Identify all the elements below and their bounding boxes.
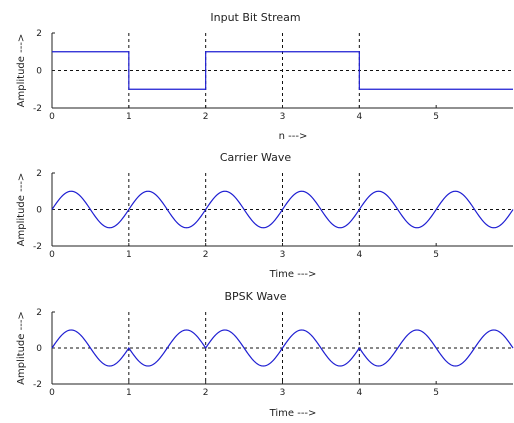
x-tick-label: 0 [49, 112, 55, 122]
chart-title: BPSK Wave [224, 290, 286, 303]
x-tick-label: 4 [356, 112, 362, 122]
x-tick-label: 1 [126, 388, 132, 398]
y-tick-label: -2 [33, 242, 42, 252]
x-tick-label: 5 [433, 388, 439, 398]
x-tick-label: 1 [126, 112, 132, 122]
series-line [51, 329, 514, 367]
y-tick-label: 2 [36, 169, 42, 179]
y-tick-label: -2 [33, 380, 42, 390]
chart-title: Carrier Wave [220, 151, 292, 164]
x-tick-label: 2 [203, 388, 209, 398]
y-tick-label: 0 [36, 206, 42, 216]
x-tick-label: 5 [433, 250, 439, 260]
x-tick-label: 4 [356, 388, 362, 398]
x-tick-label: 2 [203, 112, 209, 122]
series-line [52, 51, 513, 90]
x-axis-label: Time ---> [269, 269, 317, 280]
y-axis-label: Amplitude ---> [16, 173, 27, 247]
x-tick-label: 4 [356, 250, 362, 260]
x-tick-label: 0 [49, 250, 55, 260]
x-tick-label: 1 [126, 250, 132, 260]
chart-panel-1: Input Bit Stream 0 1 2 3 4 5 2 0 -2 n ---> Amplitud… [16, 11, 513, 142]
x-tick-label: 0 [49, 388, 55, 398]
x-axis-label: Time ---> [269, 408, 317, 419]
chart-panel-2: Carrier Wave 0 1 2 3 4 5 2 0 -2 Time ---> Amplitude… [16, 151, 514, 280]
x-tick-label: 3 [280, 250, 286, 260]
x-tick-label: 3 [280, 112, 286, 122]
y-tick-label: -2 [33, 104, 42, 114]
y-tick-label: 0 [36, 67, 42, 77]
chart-title: Input Bit Stream [210, 11, 300, 24]
y-tick-label: 2 [36, 308, 42, 318]
y-tick-label: 2 [36, 29, 42, 39]
y-axis-label: Amplitude ---> [16, 34, 27, 108]
chart-panel-3: BPSK Wave 0 1 2 3 4 5 2 0 -2 Time ---> Amplitude --… [16, 290, 514, 419]
series-line [51, 190, 514, 229]
y-axis-label: Amplitude ---> [16, 311, 27, 385]
x-axis-label: n ---> [279, 131, 308, 142]
x-tick-label: 5 [433, 112, 439, 122]
x-tick-label: 2 [203, 250, 209, 260]
y-tick-label: 0 [36, 344, 42, 354]
x-tick-label: 3 [280, 388, 286, 398]
